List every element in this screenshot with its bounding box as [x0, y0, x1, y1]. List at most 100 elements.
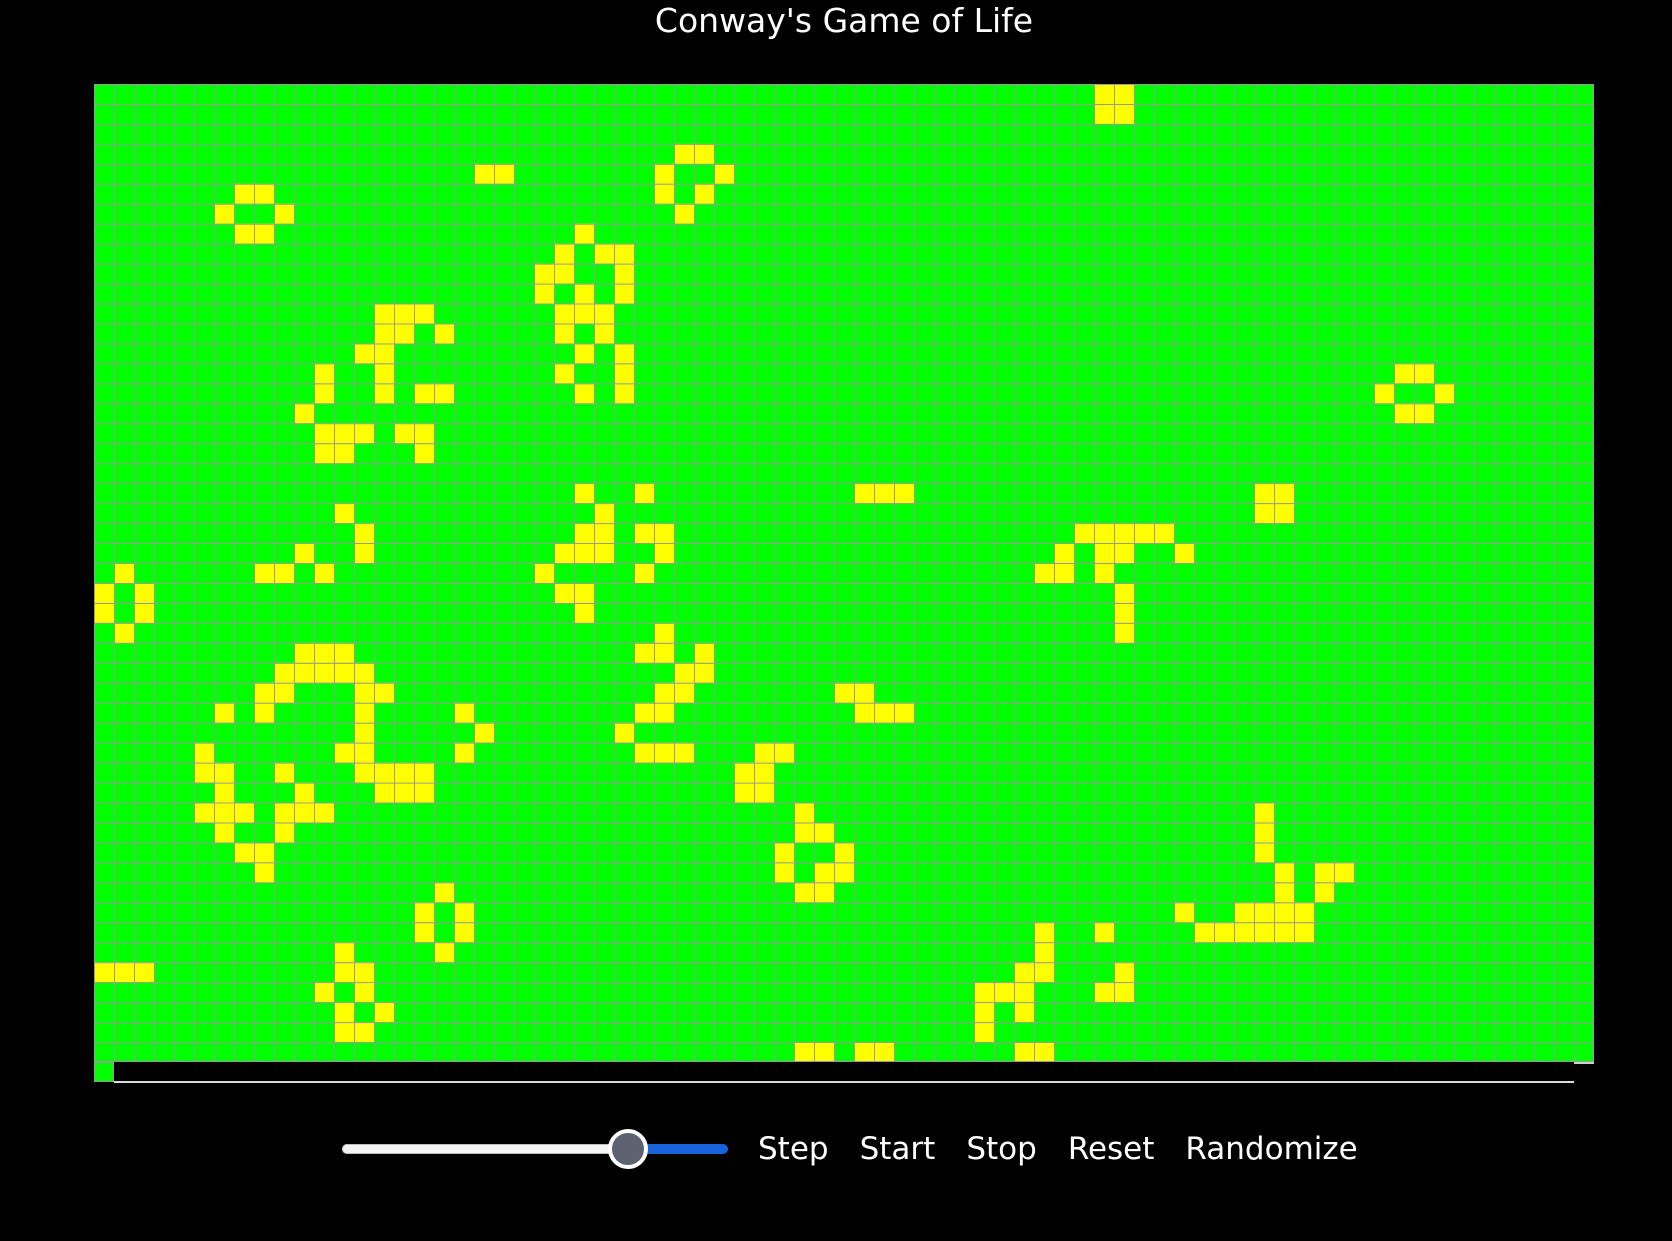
alive-cell[interactable]	[894, 483, 914, 504]
alive-cell[interactable]	[1334, 862, 1354, 883]
alive-cell[interactable]	[694, 183, 714, 204]
alive-cell[interactable]	[214, 822, 234, 843]
alive-cell[interactable]	[314, 802, 334, 823]
alive-cell[interactable]	[614, 283, 634, 304]
alive-cell[interactable]	[334, 503, 354, 524]
alive-cell[interactable]	[374, 323, 394, 344]
alive-cell[interactable]	[274, 802, 294, 823]
alive-cell[interactable]	[134, 602, 154, 623]
alive-cell[interactable]	[834, 682, 854, 703]
alive-cell[interactable]	[374, 383, 394, 404]
alive-cell[interactable]	[454, 902, 474, 923]
alive-cell[interactable]	[854, 1042, 874, 1062]
alive-cell[interactable]	[94, 582, 114, 603]
alive-cell[interactable]	[334, 962, 354, 983]
alive-cell[interactable]	[694, 143, 714, 164]
alive-cell[interactable]	[374, 762, 394, 783]
alive-cell[interactable]	[854, 682, 874, 703]
alive-cell[interactable]	[434, 323, 454, 344]
alive-cell[interactable]	[874, 702, 894, 723]
alive-cell[interactable]	[354, 962, 374, 983]
alive-cell[interactable]	[754, 742, 774, 763]
alive-cell[interactable]	[654, 523, 674, 544]
alive-cell[interactable]	[374, 303, 394, 324]
alive-cell[interactable]	[1254, 802, 1274, 823]
alive-cell[interactable]	[214, 802, 234, 823]
alive-cell[interactable]	[1014, 1042, 1034, 1062]
alive-cell[interactable]	[354, 742, 374, 763]
alive-cell[interactable]	[1254, 822, 1274, 843]
alive-cell[interactable]	[254, 682, 274, 703]
alive-cell[interactable]	[814, 862, 834, 883]
alive-cell[interactable]	[414, 902, 434, 923]
alive-cell[interactable]	[654, 682, 674, 703]
alive-cell[interactable]	[294, 543, 314, 564]
alive-cell[interactable]	[334, 1002, 354, 1023]
alive-cell[interactable]	[1274, 503, 1294, 524]
alive-cell[interactable]	[614, 263, 634, 284]
alive-cell[interactable]	[554, 263, 574, 284]
slider-track[interactable]	[342, 1144, 628, 1154]
alive-cell[interactable]	[254, 563, 274, 583]
alive-cell[interactable]	[354, 523, 374, 544]
alive-cell[interactable]	[1414, 363, 1434, 384]
alive-cell[interactable]	[1094, 84, 1114, 104]
alive-cell[interactable]	[574, 303, 594, 324]
alive-cell[interactable]	[1114, 622, 1134, 643]
alive-cell[interactable]	[794, 1042, 814, 1062]
alive-cell[interactable]	[314, 423, 334, 444]
alive-cell[interactable]	[1114, 543, 1134, 564]
alive-cell[interactable]	[574, 383, 594, 404]
alive-cell[interactable]	[614, 722, 634, 743]
alive-cell[interactable]	[214, 762, 234, 783]
alive-cell[interactable]	[314, 443, 334, 464]
alive-cell[interactable]	[594, 503, 614, 524]
alive-cell[interactable]	[374, 363, 394, 384]
alive-cell[interactable]	[234, 842, 254, 863]
alive-cell[interactable]	[394, 323, 414, 344]
alive-cell[interactable]	[334, 642, 354, 663]
alive-cell[interactable]	[1274, 862, 1294, 883]
alive-cell[interactable]	[194, 802, 214, 823]
alive-cell[interactable]	[1274, 483, 1294, 504]
alive-cell[interactable]	[634, 702, 654, 723]
alive-cell[interactable]	[1234, 902, 1254, 923]
alive-cell[interactable]	[634, 563, 654, 583]
alive-cell[interactable]	[874, 483, 894, 504]
alive-cell[interactable]	[354, 682, 374, 703]
alive-cell[interactable]	[1034, 1042, 1054, 1062]
alive-cell[interactable]	[334, 423, 354, 444]
alive-cell[interactable]	[554, 243, 574, 264]
alive-cell[interactable]	[474, 722, 494, 743]
alive-cell[interactable]	[834, 842, 854, 863]
alive-cell[interactable]	[614, 243, 634, 264]
slider-thumb[interactable]	[608, 1129, 648, 1169]
alive-cell[interactable]	[1114, 962, 1134, 983]
alive-cell[interactable]	[1394, 363, 1414, 384]
alive-cell[interactable]	[314, 383, 334, 404]
alive-cell[interactable]	[974, 1002, 994, 1023]
alive-cell[interactable]	[1114, 103, 1134, 124]
alive-cell[interactable]	[734, 782, 754, 803]
alive-cell[interactable]	[574, 283, 594, 304]
alive-cell[interactable]	[634, 642, 654, 663]
alive-cell[interactable]	[254, 702, 274, 723]
alive-cell[interactable]	[1274, 922, 1294, 943]
alive-cell[interactable]	[474, 163, 494, 184]
alive-cell[interactable]	[214, 782, 234, 803]
alive-cell[interactable]	[294, 662, 314, 683]
reset-button[interactable]: Reset	[1068, 1126, 1155, 1172]
slider-fill[interactable]	[628, 1144, 728, 1154]
alive-cell[interactable]	[1114, 84, 1134, 104]
alive-cell[interactable]	[1174, 543, 1194, 564]
alive-cell[interactable]	[674, 682, 694, 703]
alive-cell[interactable]	[674, 662, 694, 683]
alive-cell[interactable]	[554, 363, 574, 384]
alive-cell[interactable]	[774, 862, 794, 883]
alive-cell[interactable]	[414, 423, 434, 444]
alive-cell[interactable]	[234, 802, 254, 823]
alive-cell[interactable]	[374, 782, 394, 803]
alive-cell[interactable]	[754, 782, 774, 803]
alive-cell[interactable]	[1394, 403, 1414, 424]
alive-cell[interactable]	[674, 203, 694, 224]
